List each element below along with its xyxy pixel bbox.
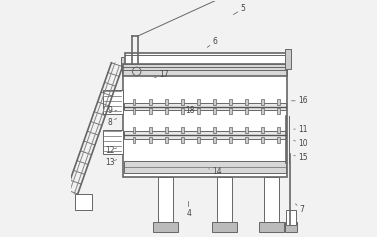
Bar (285, 49, 291, 69)
Bar (245, 108, 248, 114)
Bar (245, 137, 248, 142)
Bar (181, 137, 184, 142)
Text: 18: 18 (182, 106, 195, 115)
Bar (197, 99, 199, 105)
Text: 8: 8 (107, 118, 116, 127)
Bar (103, 90, 123, 114)
Bar (259, 222, 284, 232)
Bar (213, 99, 216, 105)
Bar (133, 137, 135, 142)
Bar (103, 130, 123, 154)
Bar (229, 137, 231, 142)
Bar (285, 222, 297, 232)
Text: 6: 6 (207, 37, 217, 47)
Bar (165, 128, 167, 133)
Bar (229, 99, 231, 105)
Bar (123, 64, 287, 178)
Bar (181, 108, 184, 114)
Bar (125, 53, 287, 64)
Bar (181, 128, 184, 133)
Bar (277, 108, 280, 114)
Bar (197, 128, 199, 133)
Bar (286, 210, 296, 224)
Text: 11: 11 (294, 125, 308, 134)
Bar (165, 137, 167, 142)
Bar (165, 108, 167, 114)
Bar (124, 161, 286, 173)
Bar (261, 137, 264, 142)
Bar (133, 99, 135, 105)
Bar (149, 99, 152, 105)
Text: 13: 13 (105, 158, 116, 167)
Text: 17: 17 (155, 70, 169, 79)
Bar (213, 137, 216, 142)
Bar (123, 64, 287, 76)
Bar (124, 103, 286, 110)
Bar (197, 137, 199, 142)
Bar (124, 132, 286, 139)
Bar (229, 128, 231, 133)
Bar (121, 57, 135, 67)
Bar (277, 137, 280, 142)
Bar (261, 108, 264, 114)
Bar (158, 178, 173, 224)
Bar (217, 178, 232, 224)
Bar (277, 99, 280, 105)
Text: 5: 5 (233, 5, 245, 15)
Text: 16: 16 (291, 96, 308, 105)
Bar (261, 128, 264, 133)
Bar (149, 137, 152, 142)
Bar (197, 108, 199, 114)
Bar (213, 108, 216, 114)
Bar (212, 222, 237, 232)
Text: 15: 15 (294, 153, 308, 162)
Bar (133, 108, 135, 114)
Bar (165, 99, 167, 105)
Bar (277, 128, 280, 133)
Bar (133, 128, 135, 133)
Text: 9: 9 (107, 106, 116, 115)
Bar (245, 128, 248, 133)
Bar (75, 194, 92, 210)
Text: 14: 14 (209, 167, 222, 176)
Text: 10: 10 (294, 139, 308, 148)
Text: 7: 7 (296, 204, 304, 214)
Text: 4: 4 (186, 201, 191, 219)
Bar (264, 178, 279, 224)
Bar (245, 99, 248, 105)
Bar (149, 128, 152, 133)
Bar (153, 222, 178, 232)
Bar (229, 108, 231, 114)
Bar (149, 108, 152, 114)
Bar (261, 99, 264, 105)
Text: 12: 12 (105, 146, 116, 155)
Bar (181, 99, 184, 105)
Bar (213, 128, 216, 133)
